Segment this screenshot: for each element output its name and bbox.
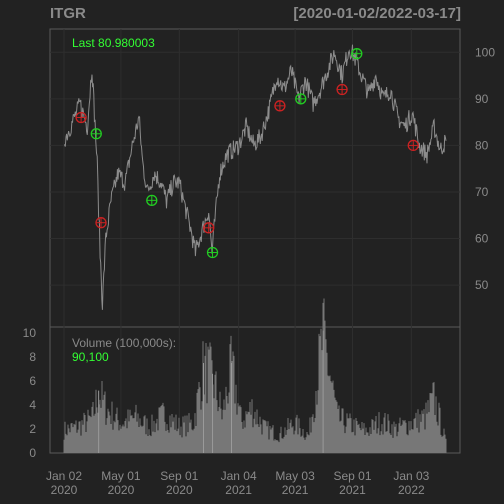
time-tick-year: 2021 [225, 483, 252, 497]
volume-tick-label: 10 [23, 326, 37, 340]
time-tick-year: 2021 [282, 483, 309, 497]
time-tick-year: 2022 [398, 483, 425, 497]
buy-marker [146, 194, 158, 207]
buy-marker [295, 93, 307, 105]
price-tick-label: 70 [475, 185, 489, 199]
price-tick-label: 90 [475, 92, 489, 106]
time-tick-year: 2020 [51, 483, 78, 497]
time-tick-label: Sep 01 [160, 469, 198, 483]
buy-marker [206, 246, 219, 259]
volume-bars [63, 298, 447, 453]
chart-title: ITGR [50, 5, 86, 22]
time-tick-label: Jan 04 [221, 469, 257, 483]
sell-marker [95, 217, 107, 229]
volume-tick-label: 0 [29, 446, 36, 460]
volume-value: 90,100 [72, 350, 109, 364]
volume-tick-label: 4 [29, 398, 36, 412]
buy-marker [351, 48, 363, 60]
price-tick-label: 100 [475, 45, 495, 59]
price-tick-label: 50 [475, 278, 489, 292]
volume-label: Volume (100,000s): [72, 336, 176, 350]
price-tick-label: 80 [475, 138, 489, 152]
price-panel-frame [49, 28, 461, 328]
sell-marker [75, 111, 87, 124]
sell-marker [203, 222, 215, 234]
date-range: [2020-01-02/2022-03-17] [293, 5, 461, 22]
time-tick-year: 2020 [108, 483, 135, 497]
sell-marker [336, 83, 348, 96]
price-line [64, 44, 447, 310]
time-tick-year: 2021 [339, 483, 366, 497]
volume-tick-label: 2 [29, 422, 36, 436]
time-tick-label: May 03 [275, 469, 315, 483]
last-price-label: Last 80.980003 [72, 36, 155, 50]
time-tick-label: Jan 03 [393, 469, 429, 483]
time-tick-label: May 01 [101, 469, 141, 483]
buy-marker [90, 128, 102, 140]
time-tick-year: 2020 [166, 483, 193, 497]
grid [50, 29, 460, 453]
sell-marker [407, 139, 419, 152]
price-tick-label: 60 [475, 232, 489, 246]
sell-marker [274, 100, 286, 112]
time-tick-label: Jan 02 [46, 469, 82, 483]
volume-tick-label: 6 [29, 374, 36, 388]
volume-tick-label: 8 [29, 350, 36, 364]
signal-markers [75, 48, 419, 259]
time-tick-label: Sep 01 [333, 469, 371, 483]
